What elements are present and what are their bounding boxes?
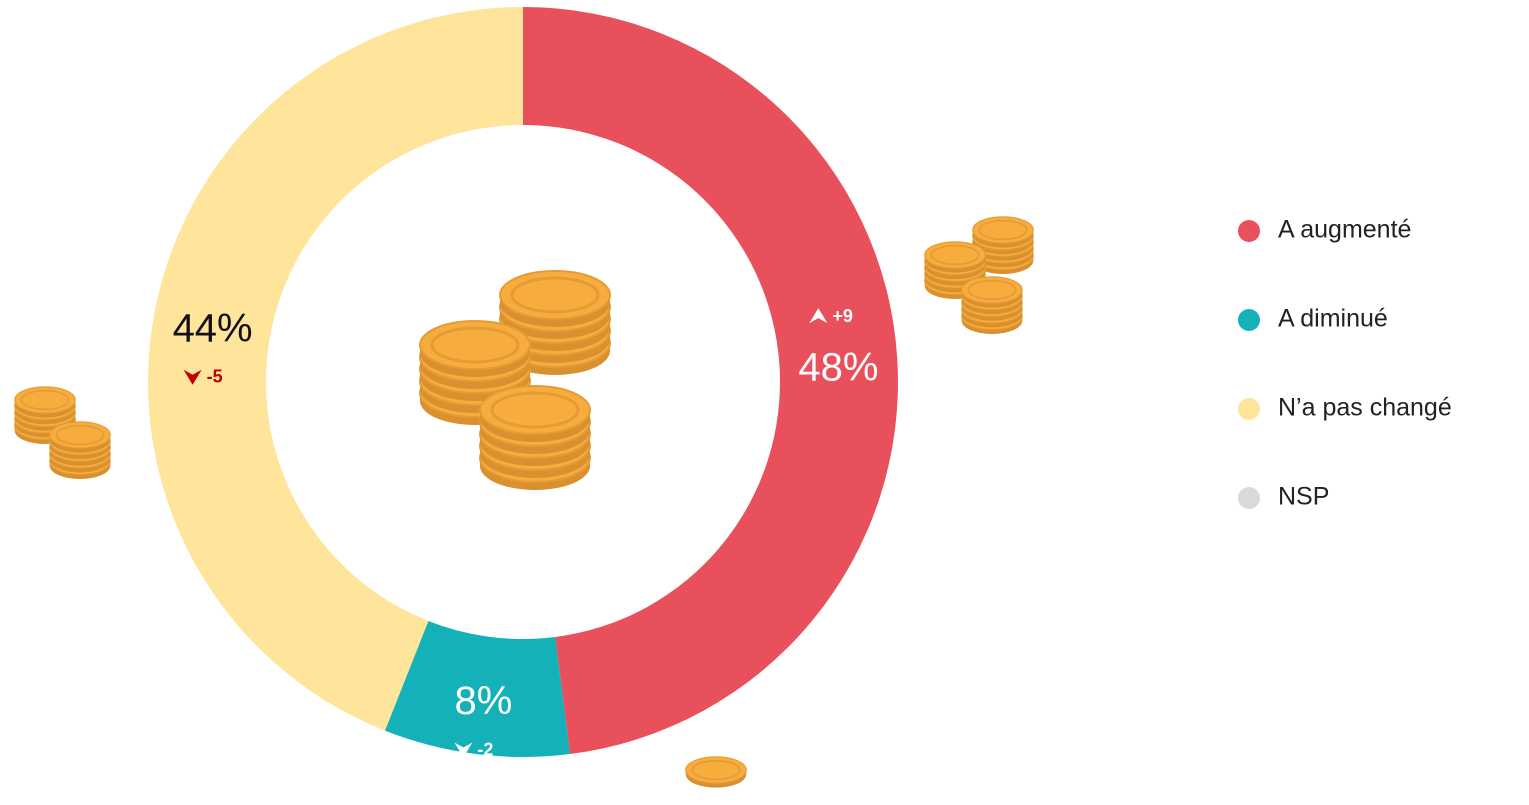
legend-swatch <box>1238 398 1260 420</box>
value-label: 8% <box>454 679 512 723</box>
legend: A augmenté A diminué N’a pas changé NSP <box>1238 216 1452 511</box>
arrow-down <box>183 369 202 385</box>
slice <box>384 620 570 757</box>
slice <box>523 7 899 755</box>
labels: 48% +9 8% -2 44% -5 <box>173 306 879 759</box>
legend-label: NSP <box>1278 483 1329 511</box>
legend-label: A diminué <box>1278 305 1388 333</box>
center-coins <box>420 271 610 490</box>
legend-swatch <box>1238 220 1260 242</box>
value-label: 44% <box>173 306 253 350</box>
arrow-down <box>454 742 473 758</box>
slice <box>147 7 523 731</box>
coin-stack <box>480 386 590 490</box>
change-label: -2 <box>477 739 493 759</box>
value-label: 48% <box>798 346 878 390</box>
donut <box>147 7 899 757</box>
change-label: -5 <box>207 367 223 387</box>
change-label: +9 <box>832 306 853 326</box>
legend-label: N’a pas changé <box>1278 394 1452 422</box>
coin-stack <box>962 277 1023 334</box>
legend-label: A augmenté <box>1278 216 1411 244</box>
coin <box>684 755 748 789</box>
legend-swatch <box>1238 309 1260 331</box>
legend-swatch <box>1238 487 1260 509</box>
arrow-up <box>809 308 828 324</box>
coin-stack <box>50 422 111 479</box>
